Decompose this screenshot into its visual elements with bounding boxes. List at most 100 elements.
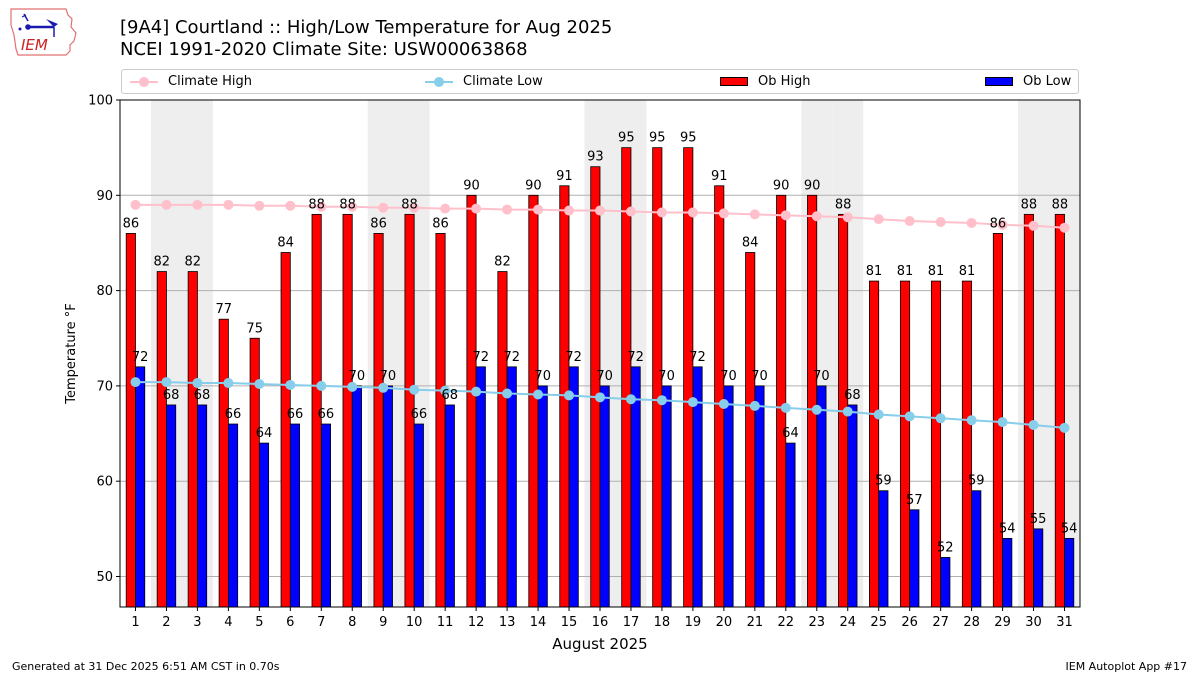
bar-value-labels: 86 72 82 68 82 68 77 66 75 64 84 66 88 66 88 70 86 70 88 66… <box>123 131 1078 556</box>
ob-high-value-label: 88 <box>401 197 418 212</box>
climate-low-point <box>533 389 544 400</box>
ob-high-value-label: 90 <box>804 178 821 193</box>
weekend-band <box>150 100 182 607</box>
weekend-band <box>181 100 213 607</box>
climate-high-point <box>533 204 544 215</box>
ob-low-value-label: 70 <box>380 369 397 384</box>
climate-low-point <box>935 413 946 424</box>
ob-low-bar <box>166 404 177 608</box>
ob-low-bar <box>630 366 641 608</box>
x-tick-label: 10 <box>406 615 423 630</box>
climate-low-point <box>440 385 451 396</box>
climate-low-point <box>780 402 791 413</box>
ob-low-bar <box>971 490 982 608</box>
climate-low-point <box>564 390 575 401</box>
x-tick-label: 22 <box>778 615 795 630</box>
legend-item-ob-low: Ob Low <box>985 74 1071 89</box>
ob-high-bar <box>342 213 353 608</box>
legend-label-ob-low: Ob Low <box>1023 74 1072 89</box>
ob-low-value-label: 68 <box>163 388 180 403</box>
ob-low-bar <box>816 385 827 608</box>
title-line-2: NCEI 1991-2020 Climate Site: USW00063868 <box>120 39 528 60</box>
ob-low-bar <box>1064 537 1075 608</box>
generated-timestamp: Generated at 31 Dec 2025 6:51 AM CST in … <box>12 660 280 673</box>
x-tick-label: 9 <box>379 615 387 630</box>
ob-high-bar <box>1023 213 1034 608</box>
iem-logo: IEM <box>8 5 80 59</box>
climate-high-point <box>223 199 234 210</box>
x-tick-label: 25 <box>870 615 887 630</box>
climate-high-point <box>161 199 172 210</box>
ob-high-value-label: 88 <box>835 197 852 212</box>
climate-low-point <box>378 382 389 393</box>
ob-high-bar <box>961 280 973 608</box>
climate-low-point <box>192 378 203 389</box>
climate-lines <box>130 199 1070 433</box>
ob-high-bar <box>497 271 508 608</box>
ob-low-value-label: 66 <box>225 407 242 422</box>
weekend-band <box>1018 100 1050 607</box>
climate-high-point <box>285 200 296 211</box>
ob-high-value-label: 81 <box>897 264 914 279</box>
ob-high-swatch <box>720 77 748 86</box>
ob-high-value-label: 90 <box>525 178 542 193</box>
ob-high-bar <box>590 166 601 608</box>
ob-low-bar <box>351 385 362 608</box>
bars <box>125 147 1075 608</box>
climate-low-point <box>409 384 420 395</box>
ob-low-value-label: 55 <box>1030 512 1047 527</box>
x-tick-label: 8 <box>348 615 356 630</box>
ob-high-value-label: 90 <box>773 178 790 193</box>
climate-high-point <box>1059 222 1070 233</box>
ob-low-value-label: 72 <box>503 350 520 365</box>
climate-high-point <box>625 206 636 217</box>
ob-high-value-label: 91 <box>711 169 728 184</box>
ob-low-value-label: 72 <box>565 350 582 365</box>
x-tick-label: 28 <box>963 615 980 630</box>
ob-low-bar <box>940 557 951 608</box>
weekend-band <box>1049 100 1080 607</box>
climate-high-point <box>378 202 389 213</box>
weekend-band <box>832 100 864 607</box>
climate-high-point <box>440 203 451 214</box>
climate-low-point <box>1028 419 1039 430</box>
climate-low-point <box>254 378 265 389</box>
legend: Climate High Climate Low Ob High Ob Low <box>121 69 1079 94</box>
ob-high-bar <box>899 280 911 608</box>
ob-low-bar <box>723 385 734 608</box>
x-tick-label: 27 <box>932 615 949 630</box>
ob-low-value-label: 72 <box>627 350 644 365</box>
ob-high-bar <box>249 337 260 608</box>
legend-item-ob-high: Ob High <box>720 74 811 89</box>
climate-high-point <box>842 212 853 223</box>
x-tick-label: 14 <box>530 615 547 630</box>
x-tick-label: 15 <box>561 615 578 630</box>
weekend-band <box>801 100 833 607</box>
ob-high-bar <box>807 194 818 608</box>
ob-low-value-label: 66 <box>287 407 304 422</box>
climate-high-point <box>966 217 977 228</box>
x-tick-label: 4 <box>224 615 232 630</box>
ob-low-value-label: 57 <box>906 493 923 508</box>
ob-high-bar <box>435 233 446 608</box>
ob-low-bar <box>599 385 610 608</box>
ob-low-value-label: 72 <box>473 350 490 365</box>
ob-low-swatch <box>985 77 1013 86</box>
ob-high-bar <box>466 194 477 608</box>
climate-high-point <box>656 207 667 218</box>
climate-high-point <box>780 210 791 221</box>
climate-low-point <box>1059 422 1070 433</box>
ob-low-value-label: 70 <box>596 369 613 384</box>
climate-high-point <box>935 216 946 227</box>
climate-high-point <box>347 201 358 212</box>
ob-low-value-label: 59 <box>875 474 892 489</box>
ob-high-value-label: 86 <box>432 216 449 231</box>
logo-text: IEM <box>21 36 48 54</box>
ob-low-value-label: 59 <box>968 474 985 489</box>
climate-low-point <box>842 406 853 417</box>
ob-low-bar <box>878 490 889 608</box>
ob-low-bar <box>506 366 517 608</box>
ob-high-bar <box>218 318 229 608</box>
title-line-1: [9A4] Courtland :: High/Low Temperature … <box>120 17 613 38</box>
ob-low-value-label: 72 <box>689 350 706 365</box>
